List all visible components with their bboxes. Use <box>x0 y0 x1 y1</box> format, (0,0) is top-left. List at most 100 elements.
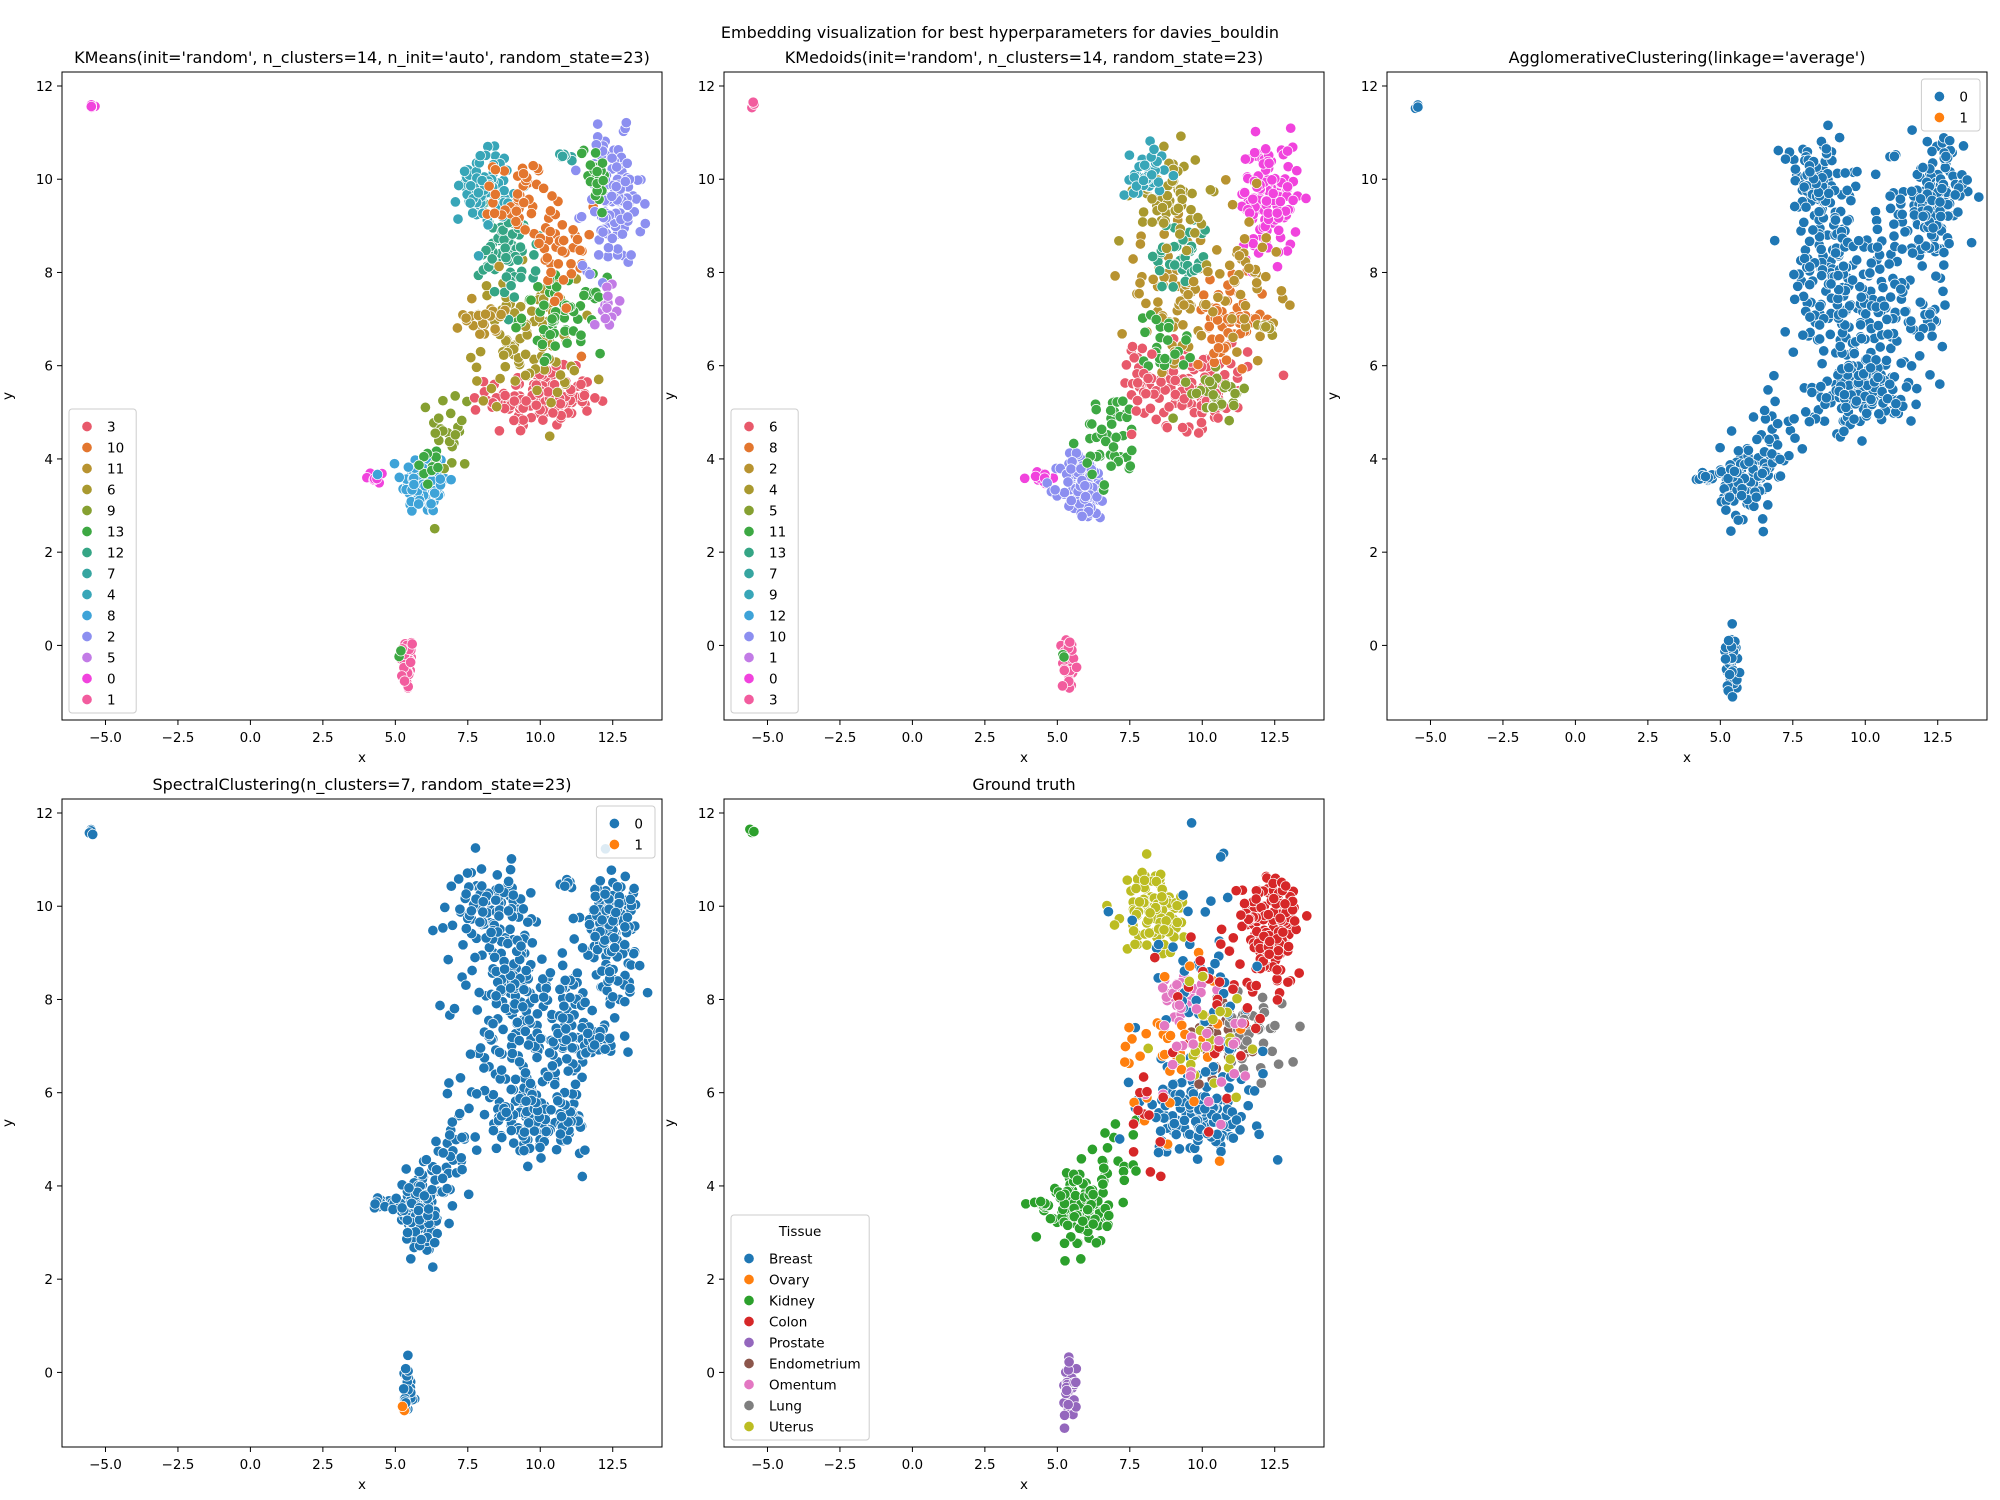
data-point <box>1202 266 1214 278</box>
data-point <box>575 378 587 390</box>
data-point <box>1080 491 1092 503</box>
legend-marker <box>743 672 755 685</box>
data-point <box>1116 328 1128 340</box>
data-point <box>499 389 511 402</box>
data-point <box>560 302 572 314</box>
x-tick-label: −5.0 <box>751 730 784 746</box>
legend-marker <box>743 546 755 559</box>
data-point <box>434 473 446 485</box>
data-point <box>1820 143 1832 155</box>
data-point <box>554 983 566 995</box>
x-tick-label: 2.5 <box>1637 730 1658 746</box>
legend-label: 5 <box>107 651 116 667</box>
data-point <box>1171 1040 1183 1052</box>
data-point <box>1200 1066 1212 1078</box>
data-point <box>1214 976 1226 988</box>
data-point <box>1207 389 1219 401</box>
data-point <box>611 881 624 893</box>
data-point <box>1238 382 1250 394</box>
data-point <box>1260 143 1272 155</box>
data-point <box>1044 1213 1057 1225</box>
data-point <box>1133 896 1146 908</box>
data-point <box>1905 315 1917 327</box>
data-point <box>505 864 517 876</box>
data-point <box>483 1029 495 1041</box>
data-point <box>1086 468 1098 480</box>
data-point <box>1246 1043 1259 1055</box>
data-point <box>1855 333 1868 345</box>
data-point <box>1254 1013 1266 1025</box>
data-point <box>1071 661 1083 673</box>
data-point <box>1216 923 1228 935</box>
data-point <box>489 164 501 176</box>
data-point <box>619 996 631 1008</box>
x-tick-label: 12.5 <box>1260 1457 1290 1473</box>
legend-marker <box>743 1399 755 1412</box>
data-point <box>1174 228 1186 240</box>
data-point <box>1917 210 1929 222</box>
data-point <box>1271 994 1283 1006</box>
data-point <box>610 906 622 919</box>
data-point <box>469 842 482 854</box>
data-point <box>469 404 482 416</box>
x-tick-label: 2.5 <box>974 1457 995 1473</box>
data-point <box>1772 144 1784 157</box>
data-point <box>1914 296 1926 308</box>
data-point <box>1189 227 1201 239</box>
y-tick-label: 8 <box>44 992 53 1008</box>
data-point <box>1856 435 1868 447</box>
data-point <box>1139 159 1151 171</box>
data-point <box>1885 291 1897 303</box>
data-point <box>1081 457 1093 469</box>
data-point <box>1171 979 1183 991</box>
data-point <box>1916 260 1928 272</box>
data-point <box>1167 1059 1179 1071</box>
x-tick-label: 10.0 <box>525 1457 555 1473</box>
data-point <box>583 229 595 241</box>
data-point <box>584 159 596 171</box>
data-point <box>1277 926 1289 938</box>
data-point <box>1182 905 1194 917</box>
data-point <box>489 323 501 335</box>
data-point <box>589 890 601 902</box>
data-point <box>1102 906 1114 918</box>
data-point <box>1133 288 1145 300</box>
data-point <box>544 430 556 442</box>
data-point <box>400 1163 412 1175</box>
data-point <box>608 932 620 944</box>
x-tick-label: 12.5 <box>1923 730 1953 746</box>
data-point <box>1263 157 1275 169</box>
data-point <box>454 1108 466 1120</box>
data-point <box>1207 1061 1219 1073</box>
legend-label: 8 <box>769 441 778 457</box>
data-point <box>419 401 431 413</box>
legend-label: 0 <box>769 672 778 688</box>
data-point <box>1203 1126 1215 1138</box>
data-point <box>561 337 573 349</box>
data-point <box>1156 202 1169 214</box>
data-point <box>596 914 608 926</box>
data-point <box>536 953 548 965</box>
data-point <box>515 312 527 324</box>
data-point <box>604 1032 616 1044</box>
data-point <box>529 992 541 1004</box>
data-point <box>525 207 537 220</box>
y-axis-label: y <box>0 1119 16 1127</box>
data-point <box>1815 243 1827 255</box>
data-point <box>1878 300 1890 312</box>
data-point <box>1913 233 1925 246</box>
data-point <box>612 243 624 255</box>
data-point <box>589 931 601 943</box>
data-point <box>1242 346 1254 358</box>
data-point <box>582 1027 594 1039</box>
data-point <box>1086 1143 1098 1155</box>
data-point <box>1075 1153 1087 1165</box>
legend-label: 9 <box>769 588 778 604</box>
data-point <box>552 1095 564 1107</box>
data-point <box>1138 874 1151 886</box>
legend-label: 11 <box>769 525 786 541</box>
data-point <box>1789 163 1801 175</box>
data-point <box>1177 359 1190 371</box>
data-point <box>471 1144 483 1156</box>
